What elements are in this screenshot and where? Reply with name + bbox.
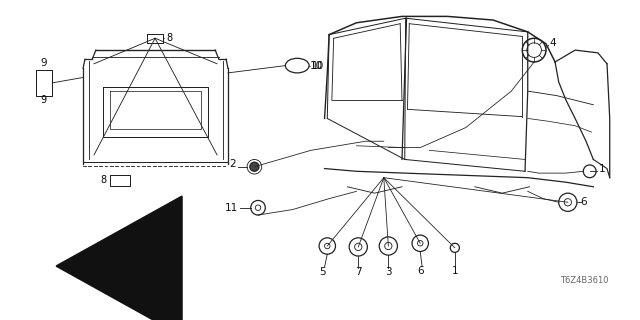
Text: 10: 10 xyxy=(312,60,324,71)
Text: 9: 9 xyxy=(40,58,47,68)
Text: 6: 6 xyxy=(417,266,424,276)
Text: 2: 2 xyxy=(230,159,236,169)
Text: 1: 1 xyxy=(452,266,458,276)
Text: 1: 1 xyxy=(599,164,605,174)
Text: 8: 8 xyxy=(166,33,172,43)
Text: FR.: FR. xyxy=(79,260,102,273)
Circle shape xyxy=(250,162,259,171)
Text: 9: 9 xyxy=(41,95,47,105)
Text: 11: 11 xyxy=(225,203,238,213)
Text: 5: 5 xyxy=(319,267,326,276)
Text: 6: 6 xyxy=(580,197,588,207)
Text: 10: 10 xyxy=(310,60,323,71)
Text: 7: 7 xyxy=(355,267,362,276)
Text: T6Z4B3610: T6Z4B3610 xyxy=(561,276,609,285)
Text: 3: 3 xyxy=(385,267,392,276)
Text: 8: 8 xyxy=(100,175,107,185)
Text: 4: 4 xyxy=(550,38,556,48)
